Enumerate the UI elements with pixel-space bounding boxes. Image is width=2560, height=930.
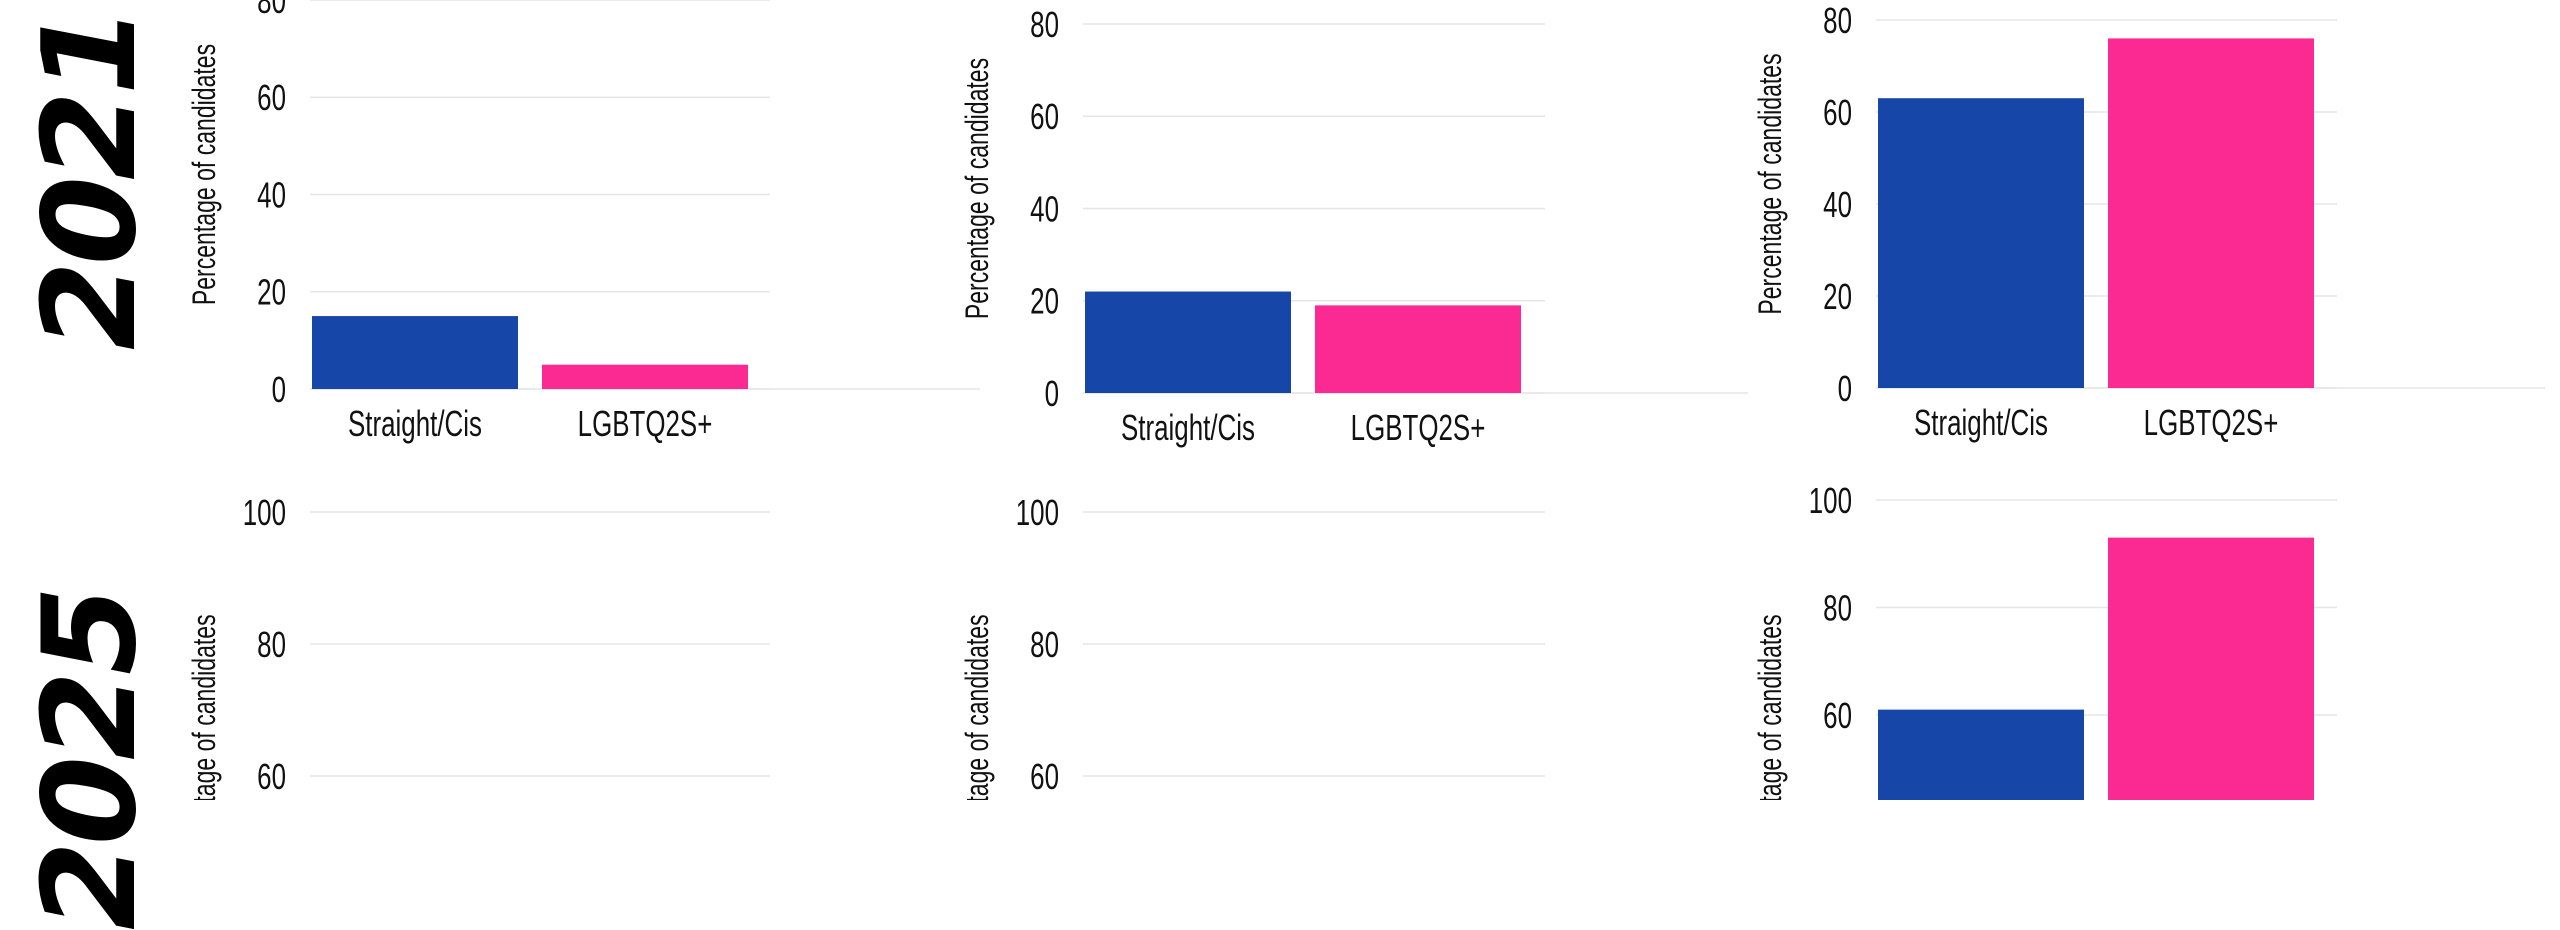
chart-5-bar-lgbtq (2108, 537, 2314, 800)
chart-grid: 0 20 40 60 80 Straight/Cis LGBTQ2S+ Percentage … (186, 0, 2545, 800)
chart-2-y-axis-title: Percentage of candidates (1752, 53, 1788, 314)
chart-0-tick-label: 40 (257, 175, 286, 215)
chart-2-tick-label: 80 (1823, 1, 1852, 41)
chart-4-y-axis-title: Percentage of candidates (959, 614, 995, 800)
chart-0-category-label: Straight/Cis (348, 404, 482, 444)
chart-5-tick-label: 80 (1823, 588, 1852, 628)
chart-1-tick-label: 0 (1045, 374, 1059, 414)
chart-0-bar-straight-cis (312, 316, 518, 389)
chart-2-tick-label: 60 (1823, 93, 1852, 133)
chart-4-tick-label: 60 (1030, 757, 1059, 797)
chart-0-tick-label: 60 (257, 78, 286, 118)
chart-0-y-axis-title: Percentage of candidates (186, 44, 222, 305)
chart-1-y-axis-title: Percentage of candidates (959, 58, 995, 319)
chart-0-tick-label: 80 (257, 0, 286, 21)
chart-3-tick-label: 80 (257, 625, 286, 665)
chart-1-tick-label: 60 (1030, 97, 1059, 137)
chart-0-tick-label: 0 (272, 370, 286, 410)
chart-1-category-label: Straight/Cis (1121, 408, 1255, 448)
chart-0-bar-lgbtq (542, 364, 748, 389)
chart-1-tick-label: 20 (1030, 282, 1059, 322)
chart-2-bar-lgbtq (2108, 38, 2314, 389)
chart-5-tick-label: 100 (1809, 481, 1852, 521)
chart-0-tick-label: 20 (257, 273, 286, 313)
chart-1-bar-lgbtq (1315, 305, 1521, 393)
chart-3-tick-label: 100 (243, 493, 286, 533)
chart-4-tick-label: 100 (1016, 493, 1059, 533)
chart-3-y-axis-title: Percentage of candidates (186, 614, 222, 800)
chart-2-bar-straight-cis (1878, 98, 2084, 388)
chart-2-category-label: LGBTQ2S+ (2144, 403, 2279, 443)
chart-1-bar-straight-cis (1085, 291, 1291, 393)
chart-0-category-label: LGBTQ2S+ (578, 404, 713, 444)
chart-2-tick-label: 0 (1838, 369, 1852, 409)
chart-2-tick-label: 20 (1823, 277, 1852, 317)
chart-5-bar-straight-cis (1878, 709, 2084, 800)
chart-5-tick-label: 60 (1823, 696, 1852, 736)
chart-1-category-label: LGBTQ2S+ (1351, 408, 1486, 448)
chart-1-tick-label: 80 (1030, 5, 1059, 45)
chart-5-y-axis-title: Percentage of candidates (1752, 614, 1788, 800)
chart-2-category-label: Straight/Cis (1914, 403, 2048, 443)
chart-1-tick-label: 40 (1030, 189, 1059, 229)
chart-4-tick-label: 80 (1030, 625, 1059, 665)
chart-3-tick-label: 60 (257, 757, 286, 797)
chart-2-tick-label: 40 (1823, 185, 1852, 225)
